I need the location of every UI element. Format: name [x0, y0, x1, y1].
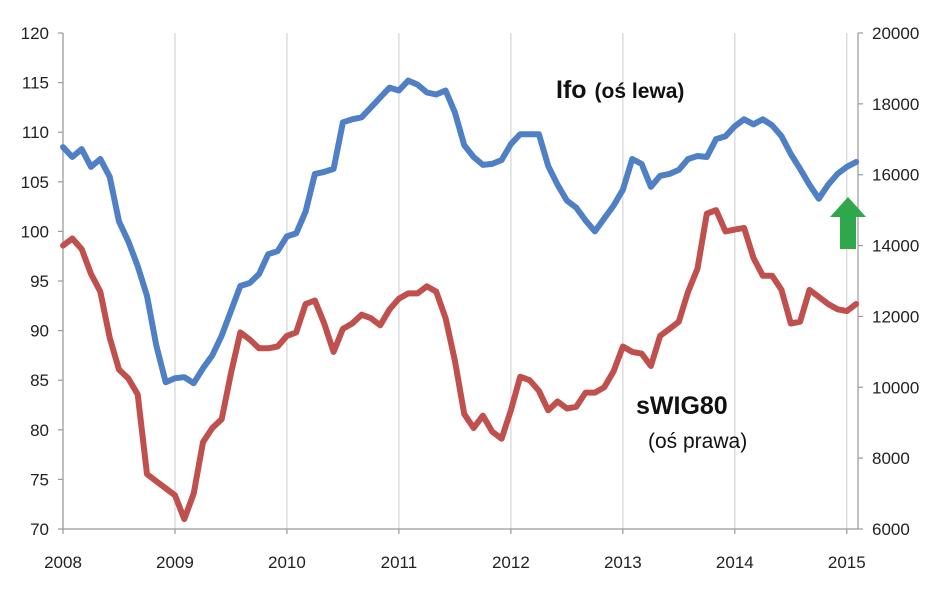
x-tick-label-2015: 2015	[828, 553, 866, 572]
right-tick-label-6000: 6000	[872, 520, 910, 539]
right-tick-label-12000: 12000	[872, 307, 919, 326]
green-up-arrow-icon	[830, 197, 866, 249]
right-tick-label-8000: 8000	[872, 449, 910, 468]
x-tick-label-2012: 2012	[492, 553, 530, 572]
series-lines	[60, 77, 860, 523]
x-tick-label-2014: 2014	[716, 553, 754, 572]
left-tick-label-115: 115	[22, 74, 49, 93]
x-tick-label-2008: 2008	[44, 553, 82, 572]
left-tick-label-90: 90	[30, 322, 49, 341]
left-tick-label-85: 85	[30, 371, 49, 390]
left-tick-label-110: 110	[22, 123, 49, 142]
vertical-gridlines	[62, 33, 848, 529]
ifo-series-name: Ifo	[556, 76, 587, 104]
left-tick-label-105: 105	[21, 173, 49, 192]
series-line-swig80	[60, 207, 860, 523]
left-tick-label-120: 120	[21, 24, 49, 43]
right-tick-label-14000: 14000	[872, 237, 919, 256]
right-tick-label-10000: 10000	[872, 378, 919, 397]
right-tick-label-20000: 20000	[872, 24, 919, 43]
axes	[62, 33, 859, 530]
x-tick-label-2010: 2010	[268, 553, 306, 572]
left-tick-label-75: 75	[30, 470, 49, 489]
left-tick-label-70: 70	[30, 520, 49, 539]
swig-axis-note: (oś prawa)	[648, 430, 747, 453]
right-tick-label-16000: 16000	[872, 166, 919, 185]
left-tick-label-80: 80	[30, 421, 49, 440]
x-tick-label-2013: 2013	[604, 553, 642, 572]
x-tick-label-2011: 2011	[381, 553, 418, 572]
x-axis-ticks: 2008 2009 2010 2011 2012 2013 2014 2015	[44, 529, 866, 572]
left-tick-label-100: 100	[21, 222, 49, 241]
right-axis-ticks: 6000 8000 10000 12000 14000 16000 18000 20000	[858, 24, 919, 539]
right-tick-label-18000: 18000	[872, 95, 919, 114]
series-line-ifo	[60, 77, 860, 387]
left-tick-label-95: 95	[30, 272, 49, 291]
ifo-axis-note: (oś lewa)	[595, 80, 685, 103]
ifo-label: Ifo (oś lewa)	[556, 76, 684, 104]
left-axis-ticks: 70 75 80 85 90 95 100 105 110 115 120	[21, 24, 63, 539]
x-tick-label-2009: 2009	[156, 553, 194, 572]
swig-series-name: sWIG80	[636, 392, 728, 420]
